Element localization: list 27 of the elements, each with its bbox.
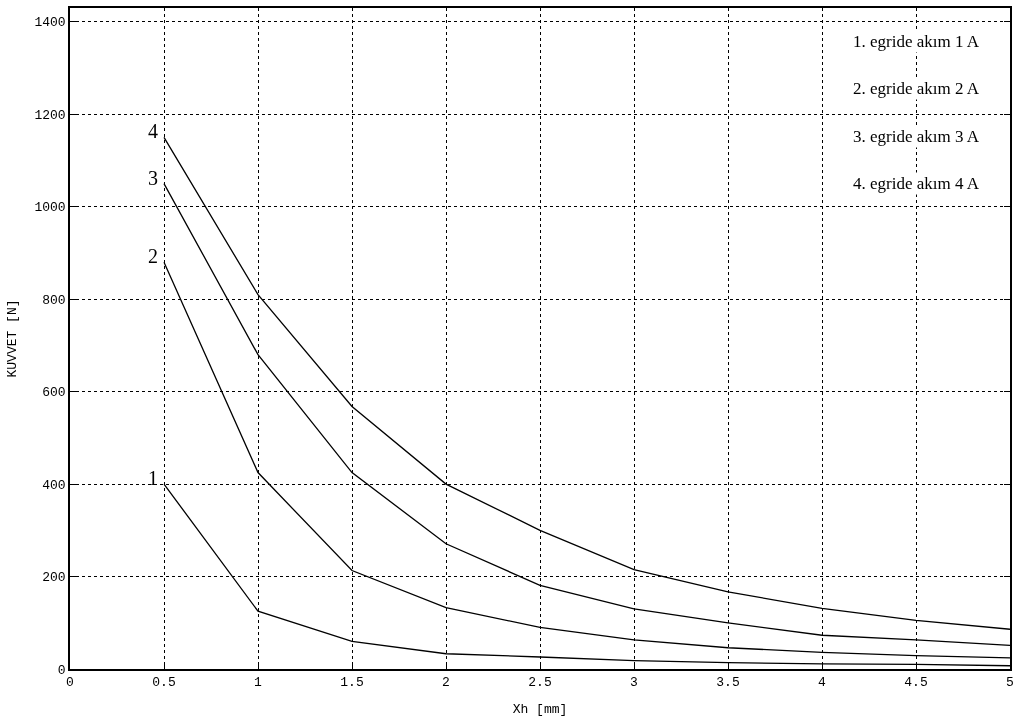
x-tick-label: 2 [442,675,450,691]
x-axis-title: Xh [mm] [512,702,568,718]
y-tick-label: 800 [42,292,66,308]
y-tick-label: 1000 [34,200,66,216]
annotation: 3. egride akım 3 A [853,127,980,146]
y-tick-label: 200 [42,570,66,586]
x-tick-label: 4 [818,675,827,691]
annotation: 4. egride akım 4 A [853,174,980,193]
x-tick-label: 3 [630,675,638,691]
y-axis-title: KUVVET [N] [4,299,20,378]
annotation: 2. egride akım 2 A [853,79,980,98]
x-tick-label: 0.5 [152,675,176,691]
annotation: 1. egride akım 1 A [853,32,980,51]
series-label: 3 [148,167,158,189]
x-tick-label: 3.5 [716,675,740,691]
x-tick-label: 4.5 [904,675,928,691]
y-tick-label: 1200 [34,107,66,123]
x-tick-label: 1.5 [340,675,364,691]
y-tick-label: 400 [42,477,66,493]
y-tick-label: 0 [57,662,66,678]
x-tick-label: 5 [1006,675,1014,691]
y-tick-label: 1400 [34,15,66,31]
y-tick-label: 600 [42,385,66,401]
series-label: 2 [148,245,158,267]
x-tick-label: 2.5 [528,675,552,691]
x-tick-label: 1 [254,675,263,691]
series-label: 4 [148,120,158,142]
